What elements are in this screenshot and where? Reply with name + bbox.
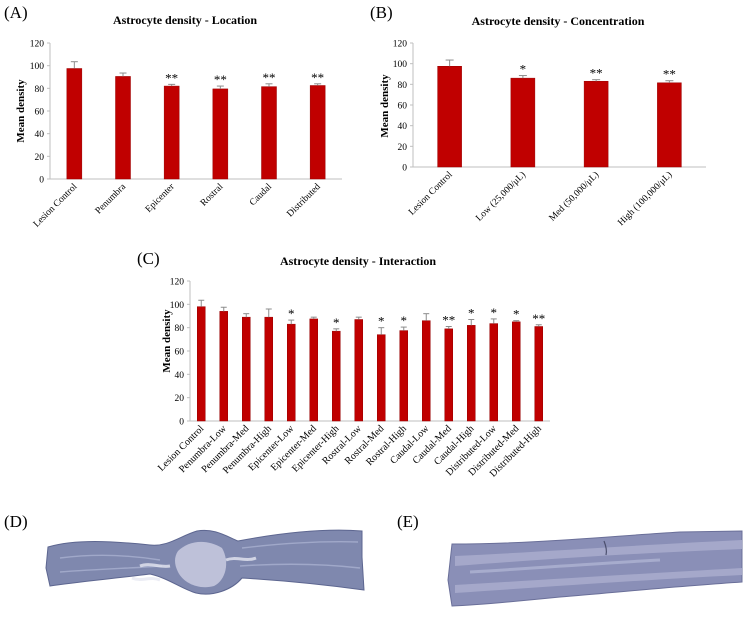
y-axis-label-location: Mean density (15, 79, 27, 143)
chart-concentration: (B) Astrocyte density - Concentration Me… (370, 3, 706, 228)
significance-marker: * (333, 315, 340, 330)
significance-marker: ** (663, 67, 676, 82)
significance-marker: * (520, 62, 527, 77)
bar-high-100-000-l- (657, 82, 682, 168)
significance-marker: ** (311, 70, 324, 85)
bar-rostral-low (354, 319, 363, 422)
panel-label-a: (A) (4, 3, 28, 22)
bar-penumbra-med (242, 316, 251, 422)
white-matter-upper (455, 540, 742, 566)
lesion-cavities (131, 556, 257, 582)
bar-rostral-high (399, 330, 408, 422)
y-tick-label: 120 (170, 278, 185, 288)
y-tick-label: 80 (398, 81, 408, 91)
y-tick-label: 40 (175, 371, 185, 381)
significance-marker: ** (165, 70, 178, 85)
significance-marker: * (513, 307, 520, 322)
tissue-fiber (603, 540, 607, 556)
significance-marker: ** (442, 313, 455, 328)
y-tick-label: 40 (35, 130, 45, 140)
tissue-section-control: (E) (397, 512, 743, 607)
x-category-label: Med (50,000/μL) (547, 169, 601, 223)
y-tick-label: 80 (175, 324, 185, 334)
bar-lesion-control (197, 306, 206, 422)
x-category-label: Low (25,000/μL) (474, 169, 528, 223)
bar-distributed (309, 85, 326, 180)
y-tick-label: 0 (39, 176, 44, 186)
panel-label-c: (C) (137, 249, 160, 268)
bar-penumbra-high (264, 316, 273, 422)
bar-low-25-000-l- (510, 77, 536, 168)
bar-epicenter-high (332, 330, 341, 422)
bar-caudal-high (467, 325, 476, 422)
y-tick-label: 60 (175, 348, 185, 358)
x-category-label: Caudal (248, 182, 274, 208)
y-tick-label: 0 (179, 418, 184, 428)
y-tick-label: 120 (393, 40, 408, 50)
chart-title-concentration: Astrocyte density - Concentration (472, 14, 645, 28)
bar-epicenter-med (309, 318, 318, 422)
panel-label-b: (B) (370, 3, 393, 22)
y-tick-label: 40 (398, 122, 408, 132)
significance-marker: * (378, 314, 385, 329)
bar-caudal (261, 86, 277, 180)
significance-marker: * (288, 306, 295, 321)
bar-lesion-control (66, 68, 83, 180)
bar-rostral-med (377, 334, 386, 422)
y-tick-label: 20 (398, 143, 408, 153)
y-axis-label-interaction: Mean density (161, 309, 173, 373)
x-category-label: Penumbra (94, 182, 129, 217)
y-tick-label: 20 (175, 394, 185, 404)
significance-marker: ** (590, 66, 603, 81)
y-tick-label: 60 (35, 108, 45, 118)
y-tick-label: 20 (35, 153, 45, 163)
y-tick-label: 120 (30, 40, 45, 50)
bar-epicenter (163, 85, 180, 180)
y-tick-label: 60 (398, 102, 408, 112)
significance-marker: * (401, 313, 408, 328)
bar-epicenter-low (287, 323, 296, 422)
y-tick-label: 100 (170, 301, 185, 311)
x-category-label: Rostral (199, 182, 226, 209)
white-matter-streaks (59, 541, 361, 573)
control-cord-outline (447, 530, 743, 607)
y-tick-label: 0 (402, 164, 407, 174)
tissue-section-lesion: (D) (4, 512, 365, 595)
chart-location: (A) Astrocyte density - Location Mean de… (4, 3, 342, 230)
x-category-label: High (100,000/μL) (616, 169, 675, 228)
significance-marker: * (468, 306, 475, 321)
chart-title-location: Astrocyte density - Location (113, 13, 257, 27)
white-matter-lower (455, 568, 742, 593)
significance-marker: ** (532, 311, 545, 326)
chart-title-interaction: Astrocyte density - Interaction (280, 254, 436, 268)
y-tick-label: 80 (35, 85, 45, 95)
x-category-label: Lesion Control (32, 182, 80, 230)
bar-distributed-low (489, 323, 498, 422)
lesion-epicenter (175, 541, 227, 588)
significance-marker: * (491, 305, 498, 320)
x-category-label: Distributed (285, 182, 322, 219)
bar-med-50-000-l- (583, 80, 609, 168)
bar-caudal-low (422, 320, 431, 422)
x-category-label: Epicenter (144, 181, 177, 214)
panel-label-e: (E) (397, 512, 419, 531)
bar-penumbra (115, 76, 131, 180)
significance-marker: ** (214, 72, 227, 87)
bar-penumbra-low (219, 311, 228, 422)
y-axis-label-concentration: Mean density (379, 74, 391, 138)
y-tick-label: 100 (30, 62, 45, 72)
bar-caudal-med (444, 328, 453, 422)
y-tick-label: 100 (393, 60, 408, 70)
panel-label-d: (D) (4, 512, 28, 531)
bar-lesion-control (437, 66, 462, 168)
bar-distributed-med (512, 321, 521, 422)
central-canal-band (469, 558, 661, 574)
significance-marker: ** (263, 70, 276, 85)
bar-distributed-high (534, 326, 543, 422)
x-category-label: Lesion Control (407, 170, 455, 218)
chart-interaction: (C) Astrocyte density - Interaction Mean… (137, 249, 550, 479)
bar-rostral (212, 88, 229, 180)
